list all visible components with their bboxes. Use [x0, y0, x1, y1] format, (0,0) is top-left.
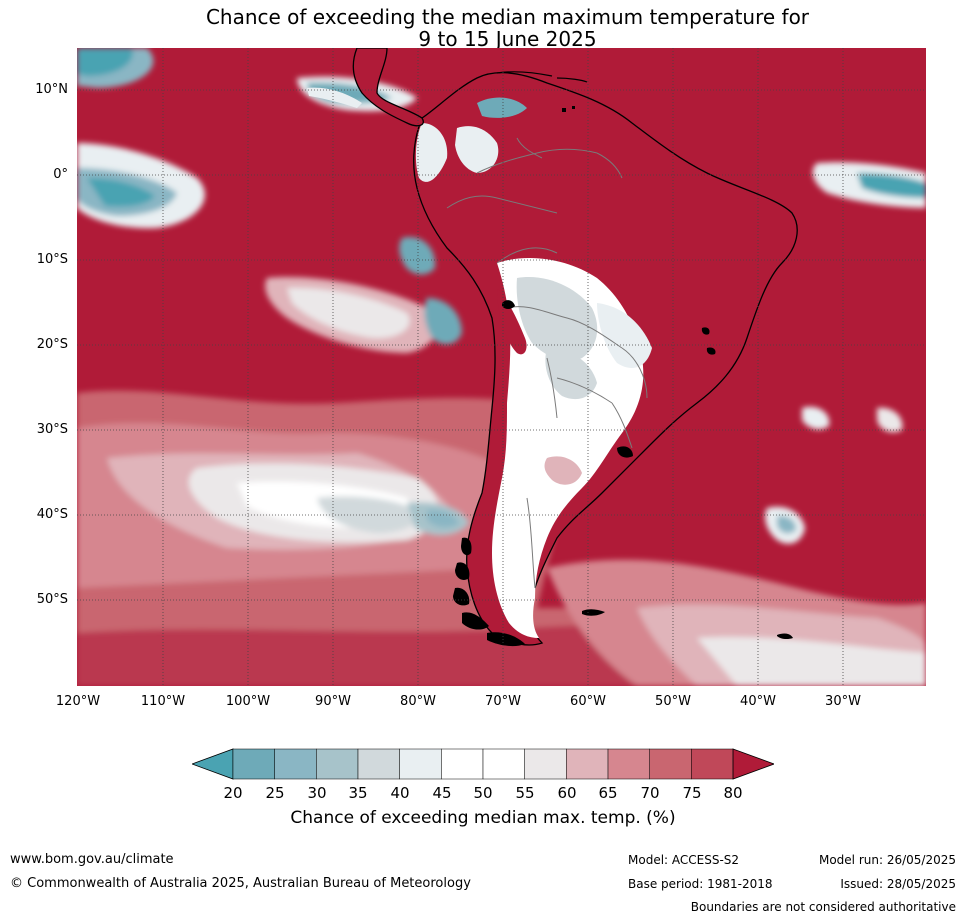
colorbar-tick-65: 65 — [598, 784, 618, 802]
colorbar-cell — [274, 748, 317, 780]
patagonian-archipelago — [453, 537, 525, 647]
colorbar-cell — [441, 748, 484, 780]
colorbar-extend-low — [192, 748, 234, 780]
lon-label-120w: 120°W — [55, 694, 101, 709]
country-boundaries — [446, 137, 648, 589]
lon-label-70w: 70°W — [485, 694, 521, 709]
colorbar-cell — [357, 748, 400, 780]
colorbar-cell — [607, 748, 650, 780]
lon-label-110w: 110°W — [140, 694, 186, 709]
colorbar-tick-35: 35 — [348, 784, 368, 802]
chart-title-line-1: Chance of exceeding the median maximum t… — [205, 5, 810, 29]
colorbar-cell — [399, 748, 442, 780]
tropical-pacific-cool-patches — [77, 48, 926, 544]
colorbar-cell — [482, 748, 525, 780]
colorbar-tick-30: 30 — [307, 784, 327, 802]
inland-water-features — [502, 300, 716, 458]
lat-label-20s: 20°S — [36, 337, 68, 352]
colorbar-extend-high — [732, 748, 774, 780]
lat-label-0: 0° — [53, 167, 68, 182]
model-name: Model: ACCESS-S2 — [628, 853, 740, 867]
lat-label-10s: 10°S — [36, 252, 68, 267]
copyright-text: © Commonwealth of Australia 2025, Austra… — [10, 876, 471, 891]
colorbar-cell — [524, 748, 567, 780]
colorbar-cell — [691, 748, 734, 780]
colorbar-cell — [649, 748, 692, 780]
colorbar — [192, 748, 774, 780]
lon-label-30w: 30°W — [825, 694, 861, 709]
colorbar-label: Chance of exceeding median max. temp. (%… — [290, 808, 676, 828]
colorbar-cell — [316, 748, 359, 780]
lon-label-80w: 80°W — [400, 694, 436, 709]
lon-label-40w: 40°W — [740, 694, 776, 709]
colorbar-cell — [232, 748, 275, 780]
colorbar-tick-75: 75 — [682, 784, 702, 802]
colorbar-cell — [566, 748, 609, 780]
caribbean-islands — [496, 71, 588, 112]
lat-label-50s: 50°S — [36, 592, 68, 607]
central-america-landmass — [307, 48, 424, 127]
lon-label-50w: 50°W — [655, 694, 691, 709]
issued-date: Issued: 28/05/2025 — [840, 877, 956, 891]
lon-label-90w: 90°W — [315, 694, 351, 709]
probability-map — [77, 48, 926, 686]
lat-label-10n: 10°N — [35, 82, 68, 97]
chart-title-line-2: 9 to 15 June 2025 — [418, 27, 597, 51]
lon-label-100w: 100°W — [225, 694, 271, 709]
falkland-islands — [582, 609, 793, 640]
lat-label-40s: 40°S — [36, 507, 68, 522]
colorbar-tick-45: 45 — [432, 784, 452, 802]
website-url: www.bom.gov.au/climate — [10, 852, 174, 867]
south-america-landmass — [413, 71, 798, 646]
southern-ocean-band — [77, 390, 926, 686]
lon-label-60w: 60°W — [570, 694, 606, 709]
colorbar-tick-50: 50 — [473, 784, 493, 802]
colorbar-tick-20: 20 — [223, 784, 243, 802]
colorbar-tick-60: 60 — [557, 784, 577, 802]
lat-label-30s: 30°S — [36, 422, 68, 437]
boundaries-disclaimer: Boundaries are not considered authoritat… — [690, 900, 956, 914]
colorbar-tick-40: 40 — [390, 784, 410, 802]
map-canvas — [77, 48, 926, 686]
colorbar-tick-70: 70 — [640, 784, 660, 802]
model-run-date: Model run: 26/05/2025 — [818, 853, 956, 867]
base-period: Base period: 1981-2018 — [628, 877, 773, 891]
colorbar-tick-55: 55 — [515, 784, 535, 802]
colorbar-tick-25: 25 — [265, 784, 285, 802]
map-gridlines — [77, 48, 926, 686]
colorbar-tick-80: 80 — [723, 784, 743, 802]
